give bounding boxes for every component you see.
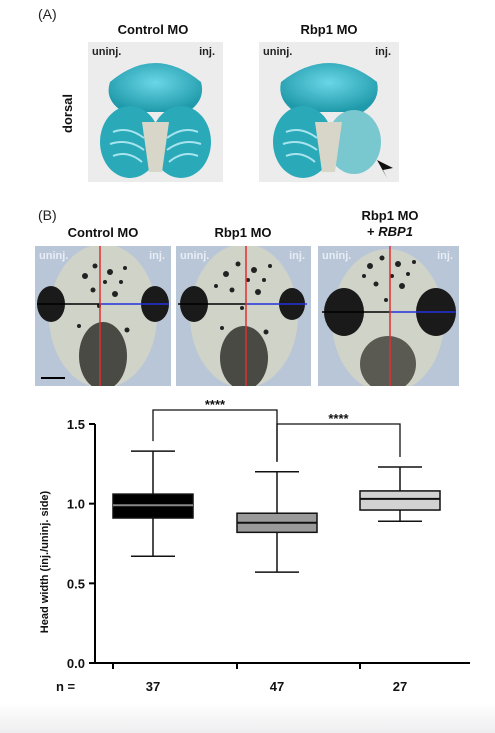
head-width-boxplot: 0.00.51.01.537Control MO47Rbp1 MO27Rbp1 … bbox=[39, 400, 470, 716]
bottom-fade bbox=[0, 703, 495, 733]
n-value: 27 bbox=[393, 679, 407, 694]
significance-stars: **** bbox=[328, 411, 349, 426]
tadpole-image-control: uninj. inj. bbox=[35, 246, 171, 386]
inj-label: inj. bbox=[199, 46, 215, 58]
y-axis-label: Head width (inj./uninj. side) bbox=[39, 490, 51, 633]
uninj-label: uninj. bbox=[263, 46, 293, 58]
y-tick-label: 1.0 bbox=[67, 497, 85, 512]
significance-stars: **** bbox=[205, 400, 226, 412]
uninj-label: uninj. bbox=[92, 46, 122, 58]
y-tick-label: 0.5 bbox=[67, 576, 85, 591]
panel-b-title-rbp1: Rbp1 MO bbox=[214, 225, 272, 240]
panel-b-title-control: Control MO bbox=[67, 225, 139, 240]
cartilage-image-rbp1: uninj. inj. bbox=[259, 42, 399, 182]
y-tick-label: 1.5 bbox=[67, 417, 85, 432]
panel-a-title-control: Control MO bbox=[117, 22, 189, 37]
inj-label: inj. bbox=[437, 250, 453, 262]
tadpole-image-rbp1: uninj. inj. bbox=[176, 246, 311, 386]
uninj-label: uninj. bbox=[322, 250, 352, 262]
n-value: 47 bbox=[270, 679, 284, 694]
y-tick-label: 0.0 bbox=[67, 656, 85, 671]
tadpole-image-rescue: uninj. inj. bbox=[318, 246, 459, 386]
panel-b-label: (B) bbox=[38, 207, 57, 223]
rescue-title-plus: + bbox=[367, 224, 379, 239]
n-value: 37 bbox=[146, 679, 160, 694]
significance-bracket bbox=[276, 423, 401, 462]
rescue-title-gene: RBP1 bbox=[378, 224, 413, 239]
dorsal-label: dorsal bbox=[60, 93, 75, 133]
panel-a-title-rbp1: Rbp1 MO bbox=[300, 22, 358, 37]
inj-label: inj. bbox=[149, 250, 165, 262]
panel-b-title-rescue: Rbp1 MO + RBP1 bbox=[320, 208, 460, 240]
significance-bracket bbox=[152, 409, 278, 462]
box-iqr bbox=[359, 490, 441, 511]
inj-label: inj. bbox=[289, 250, 305, 262]
rescue-title-line1: Rbp1 MO bbox=[361, 208, 419, 223]
n-equals-label: n = bbox=[56, 679, 76, 694]
uninj-label: uninj. bbox=[39, 250, 69, 262]
cartilage-image-control: uninj. inj. bbox=[88, 42, 223, 182]
uninj-label: uninj. bbox=[180, 250, 210, 262]
panel-a-label: (A) bbox=[38, 6, 57, 22]
inj-label: inj. bbox=[375, 46, 391, 58]
